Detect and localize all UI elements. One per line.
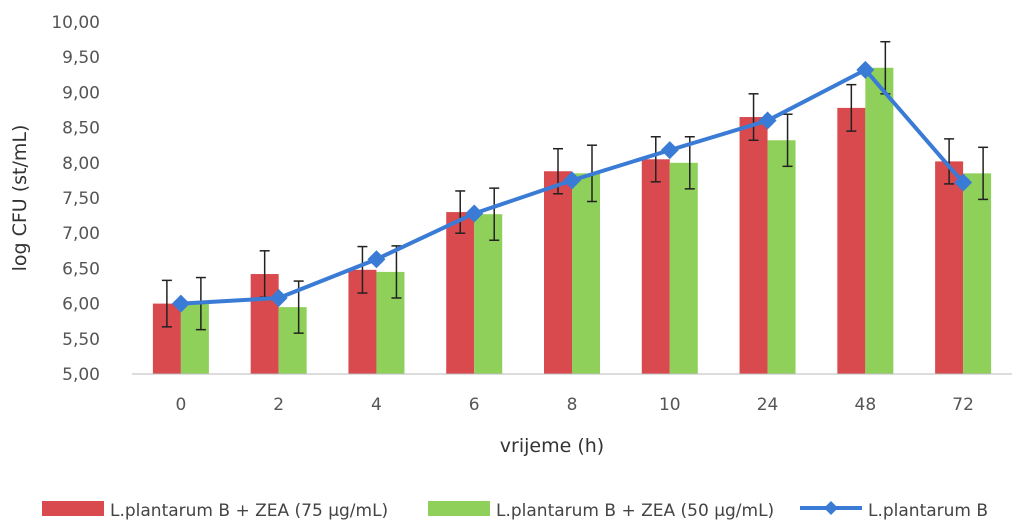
y-tick-label: 6,50 <box>62 259 100 279</box>
bar <box>865 67 894 374</box>
legend-label: L.plantarum B + ZEA (50 µg/mL) <box>496 501 774 521</box>
series-point <box>954 173 973 192</box>
series-point <box>758 111 777 130</box>
x-axis-ticks: 0 2 4 6 8 10 24 48 72 <box>175 395 973 415</box>
legend-swatch <box>42 501 104 516</box>
bar <box>544 171 572 374</box>
x-tick-label: 0 <box>175 395 186 415</box>
legend-label: L.plantarum B <box>868 501 988 521</box>
x-tick-label: 72 <box>952 395 974 415</box>
x-tick-label: 10 <box>659 395 681 415</box>
y-tick-label: 9,50 <box>62 48 100 68</box>
legend-label: L.plantarum B + ZEA (75 µg/mL) <box>110 501 388 521</box>
bar <box>963 173 992 374</box>
y-tick-label: 10,00 <box>51 13 100 33</box>
line-series <box>171 60 973 313</box>
series-point <box>563 171 581 190</box>
x-tick-label: 6 <box>469 395 480 415</box>
series-point <box>367 250 386 269</box>
series-point <box>171 294 190 313</box>
bar <box>474 214 503 374</box>
y-tick-label: 8,00 <box>62 154 100 174</box>
y-tick-label: 6,00 <box>62 295 100 315</box>
bar <box>767 140 796 374</box>
bar <box>739 117 768 374</box>
y-tick-label: 7,50 <box>62 189 100 209</box>
x-tick-label: 8 <box>567 395 578 415</box>
bar <box>278 307 307 374</box>
y-tick-label: 7,00 <box>62 224 100 244</box>
y-tick-label: 5,50 <box>62 330 100 350</box>
series-point <box>269 288 288 307</box>
legend: L.plantarum B + ZEA (75 µg/mL) L.plantaru… <box>42 501 988 521</box>
y-axis-title: log CFU (st/mL) <box>9 125 31 272</box>
series-point <box>465 204 484 223</box>
x-tick-label: 2 <box>273 395 284 415</box>
y-tick-label: 5,00 <box>62 365 100 385</box>
bar <box>446 212 475 374</box>
y-tick-label: 8,50 <box>62 119 100 139</box>
bar <box>180 303 209 374</box>
series-point <box>856 60 875 79</box>
x-tick-label: 24 <box>757 395 779 415</box>
bar <box>669 162 698 374</box>
bar <box>376 271 405 374</box>
x-tick-label: 48 <box>855 395 877 415</box>
bars <box>152 67 992 374</box>
x-tick-label: 4 <box>371 395 382 415</box>
x-axis-title: vrijeme (h) <box>500 435 604 457</box>
bar <box>641 159 670 374</box>
legend-swatch <box>428 501 490 516</box>
bar <box>935 161 964 374</box>
legend-swatch-marker <box>824 501 838 515</box>
y-tick-label: 9,00 <box>62 83 100 103</box>
series-point <box>660 141 679 160</box>
bar <box>572 173 600 374</box>
y-axis-ticks: 5,00 5,50 6,00 6,50 7,00 7,50 8,00 8,50 9,00 9,50… <box>51 13 100 385</box>
bar <box>837 107 866 374</box>
